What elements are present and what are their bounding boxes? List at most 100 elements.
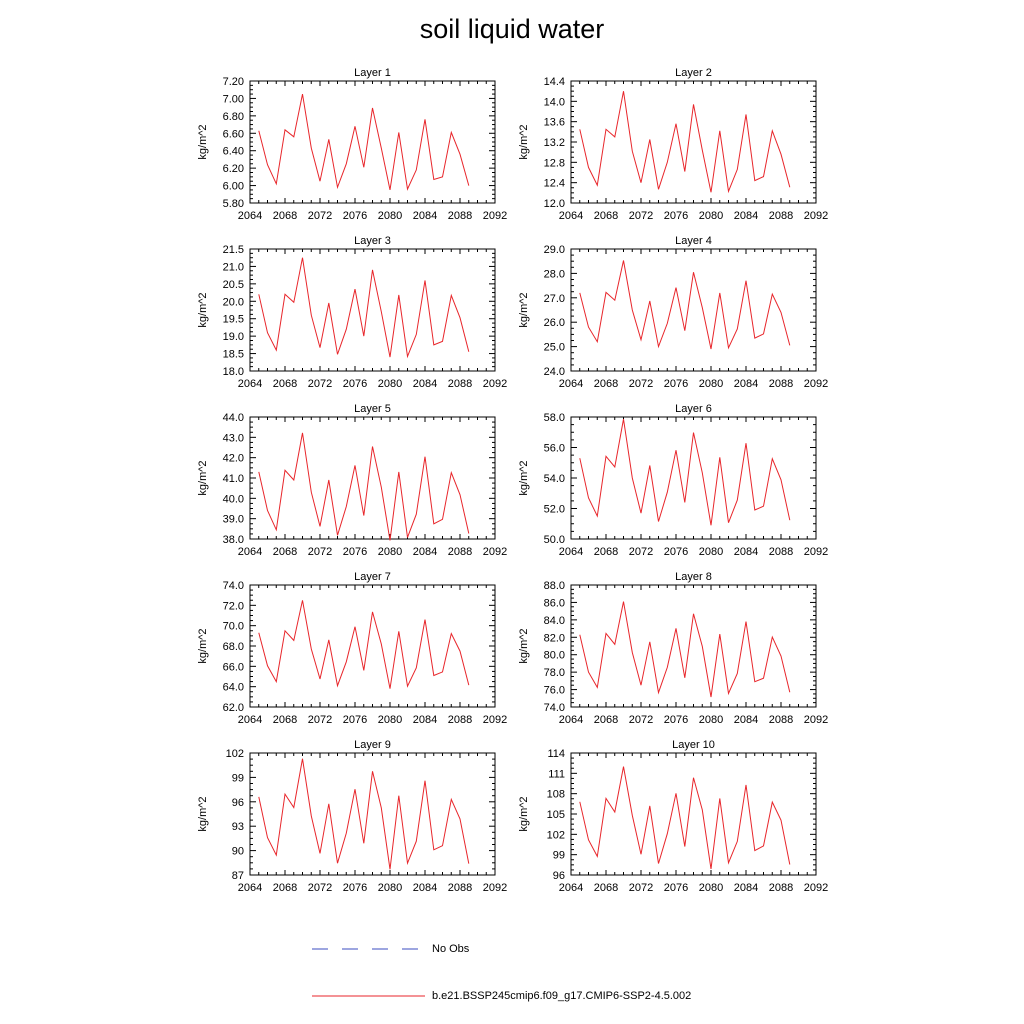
x-tick-label: 2064: [238, 882, 262, 894]
x-tick-label: 2080: [378, 882, 402, 894]
legend-model-label: b.e21.BSSP245cmip6.f09_g17.CMIP6-SSP2-4.…: [432, 990, 692, 1002]
chart-panel-9: Layer 9 kg/m^2 2064 2068 2072 2076 2080 2084 208…: [197, 739, 507, 894]
x-tick-label: 2092: [804, 210, 828, 222]
x-tick-label: 2068: [594, 714, 618, 726]
x-tick-label: 2084: [413, 546, 437, 558]
chart-title: Layer 1: [354, 67, 391, 79]
x-tick-label: 2092: [483, 378, 507, 390]
y-tick-label: 27.0: [544, 293, 565, 305]
y-tick-label: 19.0: [223, 331, 244, 343]
chart-title: Layer 8: [675, 571, 712, 583]
series-line: [579, 260, 791, 350]
x-tick-label: 2072: [308, 210, 332, 222]
y-tick-label: 21.5: [223, 244, 244, 256]
x-tick-label: 2076: [664, 714, 688, 726]
y-axis-label: kg/m^2: [518, 796, 530, 831]
x-tick-label: 2068: [273, 210, 297, 222]
y-tick-label: 74.0: [223, 580, 244, 592]
x-tick-label: 2072: [629, 210, 653, 222]
page-title: soil liquid water: [419, 14, 605, 44]
y-tick-label: 72.0: [223, 600, 244, 612]
x-tick-label: 2068: [594, 210, 618, 222]
series-line: [258, 94, 470, 191]
y-axis-label: kg/m^2: [518, 460, 530, 495]
x-tick-label: 2064: [238, 714, 262, 726]
series-line: [579, 766, 791, 869]
x-tick-label: 2084: [734, 546, 758, 558]
x-tick-label: 2068: [273, 882, 297, 894]
y-tick-label: 20.5: [223, 279, 244, 291]
y-tick-label: 12.0: [544, 198, 565, 210]
y-tick-label: 88.0: [544, 580, 565, 592]
y-tick-label: 29.0: [544, 244, 565, 256]
x-tick-label: 2072: [308, 714, 332, 726]
x-tick-label: 2080: [699, 210, 723, 222]
y-tick-label: 28.0: [544, 268, 565, 280]
y-tick-label: 14.4: [544, 76, 565, 88]
x-tick-label: 2084: [734, 378, 758, 390]
y-tick-label: 105: [547, 809, 565, 821]
y-tick-label: 40.0: [223, 493, 244, 505]
chart-title: Layer 10: [672, 739, 715, 751]
x-tick-label: 2072: [629, 714, 653, 726]
y-tick-label: 12.4: [544, 178, 565, 190]
x-tick-label: 2080: [378, 546, 402, 558]
y-axis-label: kg/m^2: [518, 292, 530, 327]
y-tick-label: 42.0: [223, 453, 244, 465]
x-tick-label: 2076: [343, 882, 367, 894]
x-tick-label: 2080: [699, 546, 723, 558]
x-tick-label: 2076: [343, 546, 367, 558]
y-tick-label: 6.20: [223, 163, 244, 175]
x-tick-label: 2076: [343, 714, 367, 726]
y-tick-label: 6.00: [223, 181, 244, 193]
x-tick-label: 2092: [483, 882, 507, 894]
chart-panel-2: Layer 2 kg/m^2 2064 2068 2072 2076 2080 2084 208…: [518, 67, 828, 222]
y-tick-label: 21.0: [223, 261, 244, 273]
legend-obs-label: No Obs: [432, 943, 470, 955]
y-tick-label: 74.0: [544, 702, 565, 714]
y-tick-label: 50.0: [544, 534, 565, 546]
y-tick-label: 66.0: [223, 661, 244, 673]
chart-panel-10: Layer 10 kg/m^2 2064 2068 2072 2076 2080 2084 20…: [518, 739, 828, 894]
x-tick-label: 2084: [413, 210, 437, 222]
y-tick-label: 7.00: [223, 93, 244, 105]
series-line: [579, 419, 791, 526]
series-line: [258, 758, 470, 870]
x-tick-label: 2072: [308, 882, 332, 894]
x-tick-label: 2080: [699, 378, 723, 390]
x-tick-label: 2092: [483, 210, 507, 222]
y-tick-label: 82.0: [544, 632, 565, 644]
y-axis-label: kg/m^2: [197, 292, 209, 327]
x-tick-label: 2080: [699, 882, 723, 894]
y-tick-label: 84.0: [544, 615, 565, 627]
chart-title: Layer 3: [354, 235, 391, 247]
chart-title: Layer 5: [354, 403, 391, 415]
x-tick-label: 2088: [769, 882, 793, 894]
y-tick-label: 99: [232, 772, 244, 784]
x-tick-label: 2092: [804, 714, 828, 726]
y-tick-label: 39.0: [223, 514, 244, 526]
y-tick-label: 96: [232, 797, 244, 809]
x-tick-label: 2064: [238, 546, 262, 558]
y-tick-label: 43.0: [223, 432, 244, 444]
chart-title: Layer 6: [675, 403, 712, 415]
y-tick-label: 41.0: [223, 473, 244, 485]
chart-title: Layer 4: [675, 235, 712, 247]
y-tick-label: 102: [226, 748, 244, 760]
x-tick-label: 2068: [273, 546, 297, 558]
x-tick-label: 2072: [629, 378, 653, 390]
y-tick-label: 12.8: [544, 157, 565, 169]
x-tick-label: 2088: [769, 546, 793, 558]
x-tick-label: 2080: [378, 378, 402, 390]
x-tick-label: 2076: [343, 378, 367, 390]
y-tick-label: 6.80: [223, 111, 244, 123]
y-tick-label: 56.0: [544, 443, 565, 455]
y-tick-label: 38.0: [223, 534, 244, 546]
y-tick-label: 114: [547, 748, 565, 760]
series-line: [258, 600, 470, 689]
x-tick-label: 2088: [769, 210, 793, 222]
y-tick-label: 18.5: [223, 349, 244, 361]
x-tick-label: 2076: [664, 378, 688, 390]
x-tick-label: 2084: [413, 882, 437, 894]
